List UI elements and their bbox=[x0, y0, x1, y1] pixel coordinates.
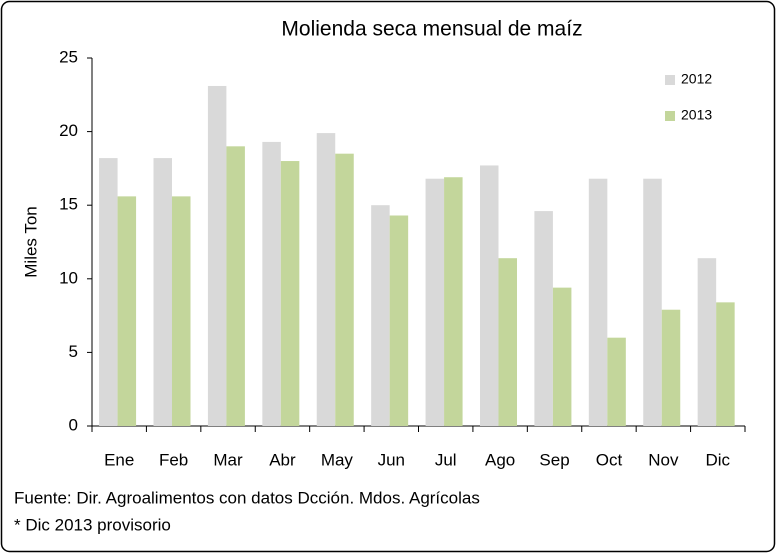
bar bbox=[716, 302, 735, 426]
bar bbox=[389, 215, 409, 426]
y-tick-label: 0 bbox=[69, 415, 78, 434]
bar bbox=[444, 177, 463, 426]
x-tick-label: Oct bbox=[596, 450, 623, 469]
bar bbox=[425, 178, 445, 426]
legend-swatch bbox=[665, 111, 675, 121]
x-tick-label: May bbox=[321, 450, 354, 469]
bar bbox=[117, 196, 137, 426]
x-tick-label: Ago bbox=[485, 450, 515, 469]
bar bbox=[697, 258, 717, 426]
bar bbox=[280, 161, 300, 427]
bar bbox=[99, 158, 118, 426]
bar bbox=[661, 309, 681, 426]
bar bbox=[607, 337, 626, 426]
x-tick-label: Jul bbox=[435, 450, 457, 469]
bar bbox=[643, 178, 662, 426]
x-tick-label: Sep bbox=[539, 450, 569, 469]
bar bbox=[552, 287, 572, 426]
y-axis-label: Miles Ton bbox=[21, 206, 40, 278]
x-tick-label: Nov bbox=[648, 450, 679, 469]
x-tick-label: Dic bbox=[706, 450, 731, 469]
legend-label: 2012 bbox=[681, 71, 712, 87]
x-tick-label: Abr bbox=[269, 450, 296, 469]
legend-swatch bbox=[665, 75, 675, 85]
chart-title: Molienda seca mensual de maíz bbox=[281, 18, 582, 41]
bar bbox=[335, 153, 354, 426]
x-tick-label: Feb bbox=[159, 450, 188, 469]
bar bbox=[371, 205, 390, 426]
bar bbox=[534, 211, 553, 426]
y-tick-label: 15 bbox=[59, 195, 78, 214]
bar bbox=[171, 196, 191, 426]
bar bbox=[498, 258, 517, 426]
y-tick-label: 10 bbox=[59, 268, 78, 287]
x-tick-label: Jun bbox=[378, 450, 405, 469]
y-tick-label: 20 bbox=[59, 121, 78, 140]
bar bbox=[479, 165, 499, 426]
x-tick-label: Mar bbox=[213, 450, 243, 469]
y-tick-label: 25 bbox=[59, 47, 78, 66]
legend-label: 2013 bbox=[681, 107, 712, 123]
bar bbox=[262, 141, 281, 427]
x-tick-label: Ene bbox=[104, 450, 134, 469]
bar bbox=[207, 85, 227, 426]
bar bbox=[316, 133, 336, 426]
bar bbox=[153, 158, 172, 426]
bar bbox=[588, 178, 608, 426]
bar bbox=[226, 146, 245, 426]
y-tick-label: 5 bbox=[69, 342, 78, 361]
footnote: Fuente: Dir. Agroalimentos con datos Dcc… bbox=[14, 488, 480, 507]
footnote: * Dic 2013 provisorio bbox=[14, 515, 171, 534]
